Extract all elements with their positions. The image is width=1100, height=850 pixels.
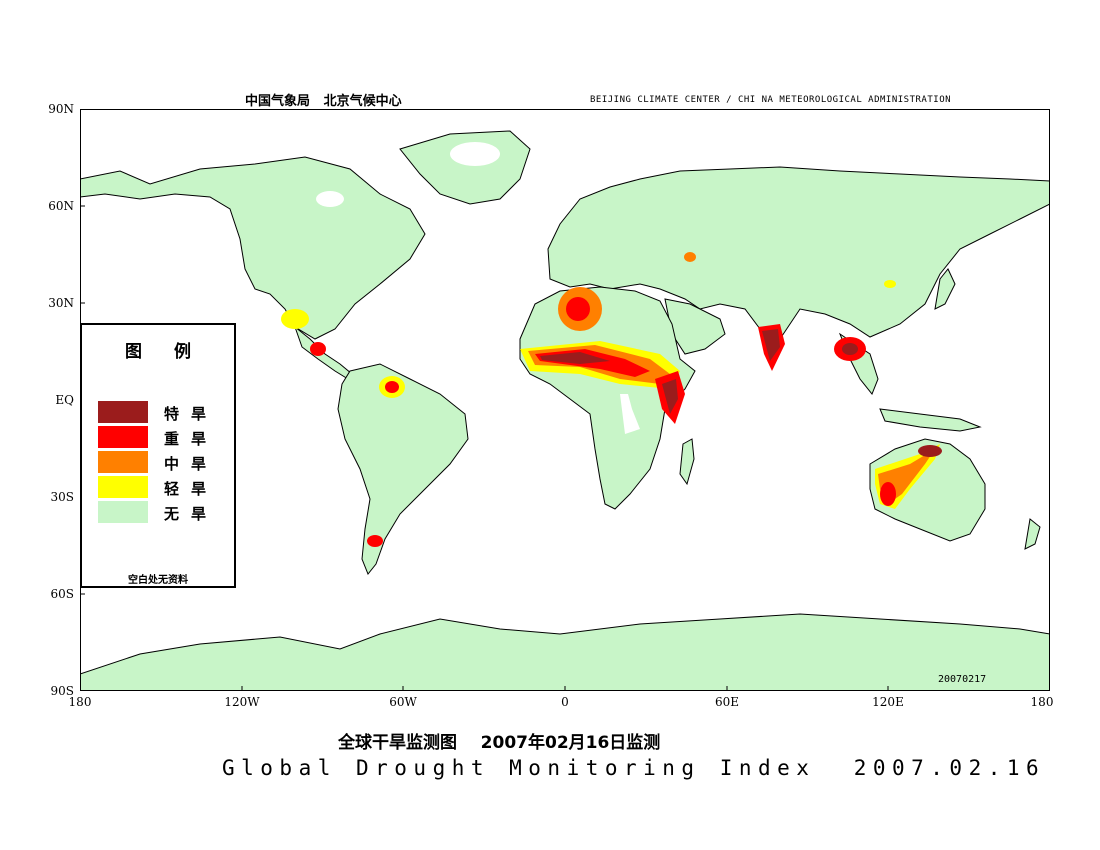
eurasia <box>547 166 1050 361</box>
legend-swatch-light <box>98 476 148 498</box>
legend-swatch-extreme <box>98 401 148 423</box>
lon-label-180w: 180 <box>68 695 92 709</box>
legend-item-light: 轻旱 <box>98 476 228 498</box>
header-agency-cn: 中国气象局 北京气候中心 <box>245 94 402 109</box>
lon-label-60e: 60E <box>714 695 740 709</box>
japan <box>934 268 956 310</box>
drought-east-africa-extreme <box>662 379 678 414</box>
legend-item-extreme: 特旱 <box>98 401 228 423</box>
drought-mexico-light <box>281 309 309 329</box>
nodata-layer <box>316 142 640 434</box>
lon-label-0: 0 <box>561 695 569 709</box>
drought-sahel-extreme <box>540 352 610 364</box>
header-agency-en: BEIJING CLIMATE CENTER / CHI NA METEOROL… <box>590 95 952 105</box>
drought-sahara-severe <box>566 297 590 321</box>
legend-label-moderate: 中旱 <box>164 455 219 473</box>
legend-note: 空白处无资料 <box>128 575 188 586</box>
lat-label-60s: 60S <box>50 587 75 601</box>
africa <box>519 286 696 510</box>
lat-label-30s: 30S <box>50 490 75 504</box>
drought-layer <box>281 252 942 547</box>
map-title-cn: 全球干旱监测图 2007年02月16日监测 <box>338 733 661 753</box>
lat-label-30n: 30N <box>48 296 74 310</box>
drought-australia-severe <box>880 482 896 506</box>
legend-swatch-moderate <box>98 451 148 473</box>
lon-label-60w: 60W <box>389 695 417 709</box>
lat-label-90s: 90S <box>50 684 75 698</box>
antarctica <box>80 613 1050 691</box>
drought-amazon-severe <box>385 381 399 393</box>
madagascar <box>679 438 695 486</box>
drought-map <box>80 109 1050 691</box>
south-america <box>337 363 469 575</box>
lon-label-120e: 120E <box>872 695 904 709</box>
legend-label-none: 无旱 <box>164 505 219 523</box>
legend-item-moderate: 中旱 <box>98 451 228 473</box>
nodata-greenland <box>450 142 500 166</box>
new-zealand <box>1024 518 1041 550</box>
lon-label-120w: 120W <box>224 695 260 709</box>
legend-label-extreme: 特旱 <box>164 405 219 423</box>
drought-argentina-severe <box>367 535 383 547</box>
nodata-canada <box>316 191 344 207</box>
lat-label-eq: EQ <box>55 393 74 407</box>
drought-mexico-severe <box>310 342 326 356</box>
drought-australia-extreme <box>918 445 942 457</box>
legend-item-none: 无旱 <box>98 501 228 523</box>
legend-item-severe: 重旱 <box>98 426 228 448</box>
lat-label-60n: 60N <box>48 199 74 213</box>
drought-indochina-extreme <box>842 343 858 355</box>
indonesia <box>879 408 982 432</box>
map-title-en: Global Drought Monitoring Index 2007.02.… <box>222 756 1046 780</box>
legend-label-light: 轻旱 <box>164 480 219 498</box>
legend-label-severe: 重旱 <box>164 430 219 448</box>
nodata-congo <box>620 394 640 434</box>
drought-india-extreme <box>762 329 780 361</box>
legend-title: 图例 <box>125 342 223 362</box>
date-stamp: 20070217 <box>938 674 987 685</box>
lon-label-180e: 180 <box>1030 695 1054 709</box>
drought-caspian-moderate <box>684 252 696 262</box>
legend-box: 图例 特旱 重旱 中旱 轻旱 无旱 空白处无资料 <box>80 323 236 588</box>
drought-china-light <box>884 280 896 288</box>
lat-label-90n: 90N <box>48 102 74 116</box>
legend-swatch-none <box>98 501 148 523</box>
legend-swatch-severe <box>98 426 148 448</box>
